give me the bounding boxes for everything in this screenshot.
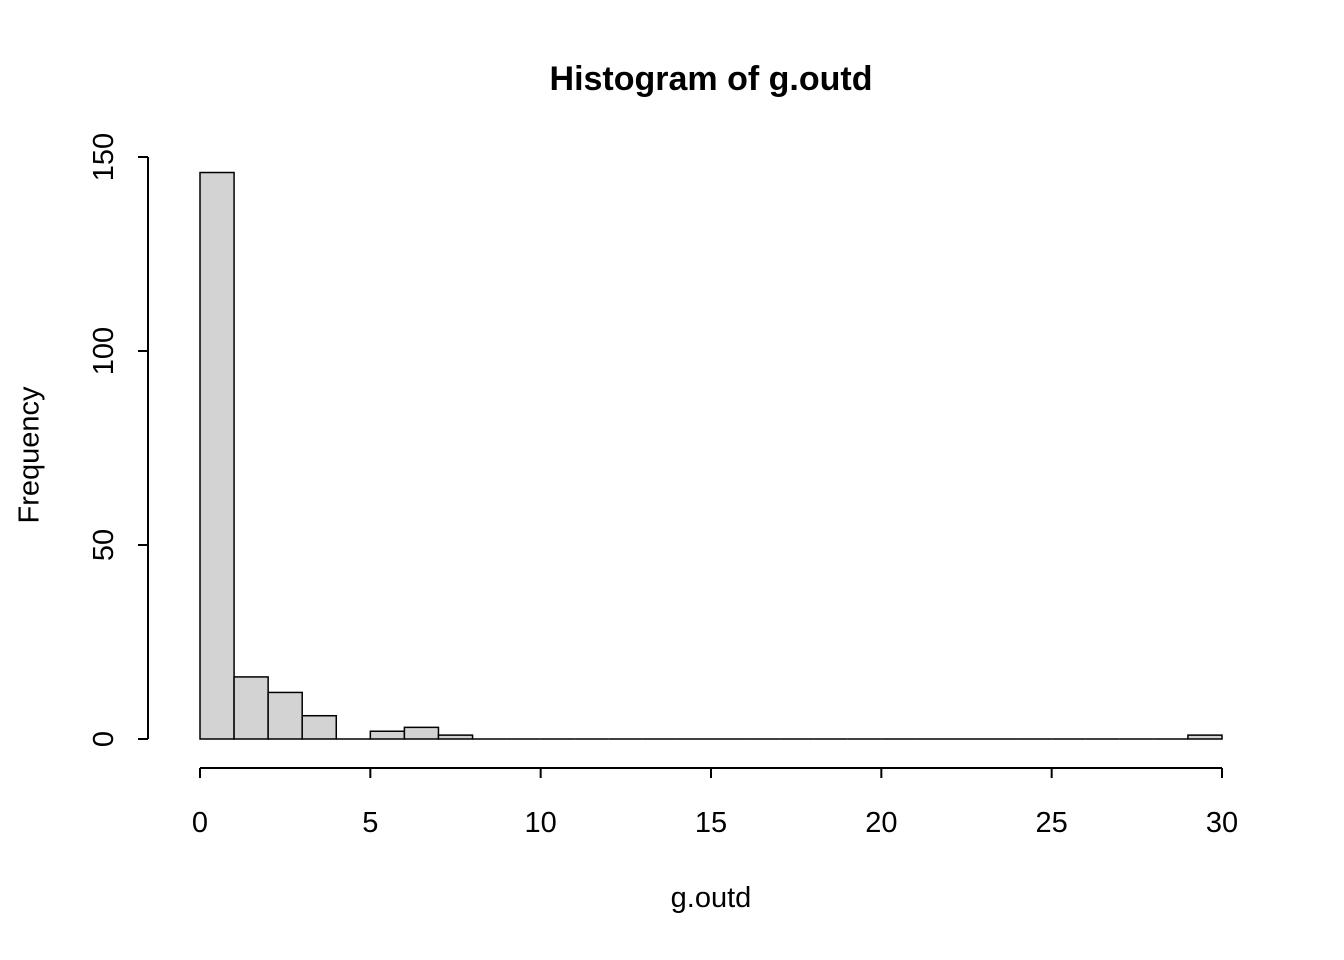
y-axis-label: Frequency bbox=[13, 386, 46, 524]
histogram-bar bbox=[199, 171, 235, 740]
x-axis-tick-label: 15 bbox=[695, 807, 727, 839]
histogram-bar bbox=[437, 734, 474, 740]
histogram-bar bbox=[267, 691, 303, 740]
x-axis-label: g.outd bbox=[670, 882, 752, 914]
chart-title: Histogram of g.outd bbox=[549, 60, 873, 98]
x-axis-tick-label: 5 bbox=[362, 807, 378, 839]
histogram-bar bbox=[233, 676, 269, 740]
x-axis-tick-label: 10 bbox=[525, 807, 557, 839]
y-axis-tick-label: 50 bbox=[88, 529, 120, 561]
histogram-bar bbox=[369, 730, 406, 740]
y-axis-tick-label: 0 bbox=[88, 731, 120, 747]
x-axis-tick-label: 20 bbox=[865, 807, 897, 839]
x-axis-tick-label: 25 bbox=[1036, 807, 1068, 839]
histogram-bar bbox=[403, 726, 440, 740]
x-axis-tick-label: 0 bbox=[192, 807, 208, 839]
y-axis-tick-label: 150 bbox=[88, 133, 120, 181]
histogram-bar bbox=[1187, 734, 1223, 740]
x-axis-tick-label: 30 bbox=[1206, 807, 1238, 839]
y-axis-tick-label: 100 bbox=[88, 327, 120, 375]
histogram-bar bbox=[301, 714, 338, 740]
